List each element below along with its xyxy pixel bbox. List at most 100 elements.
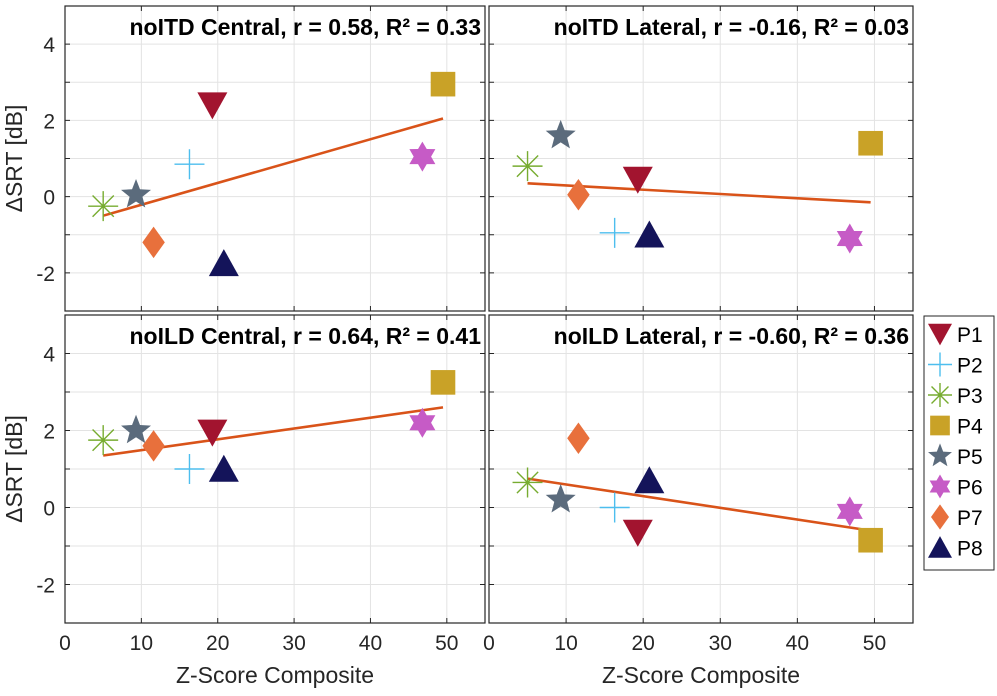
data-point-p5 — [545, 119, 576, 149]
data-point-p6 — [836, 496, 863, 527]
y-tick-label: 2 — [43, 110, 55, 133]
x-tick-label: 10 — [130, 632, 153, 655]
x-tick-label: 0 — [483, 632, 495, 655]
legend: P1 P2 P3 P4 P5 P6 P7 P8 — [923, 315, 995, 571]
data-point-p5 — [545, 484, 576, 513]
p8-marker-icon — [928, 536, 952, 558]
data-point-p8 — [208, 454, 239, 482]
p7-marker-icon — [931, 504, 949, 530]
panel-noild-lateral: noILD Lateral, r = -0.60, R² = 0.36 0 10 20… — [483, 314, 914, 688]
data-point-p8 — [634, 220, 665, 248]
data-point-p2 — [599, 217, 630, 248]
legend-entry-p1: P1 — [928, 323, 983, 347]
y-tick-label: 2 — [43, 421, 55, 444]
data-point-p3 — [512, 467, 543, 498]
tick-marks — [488, 315, 913, 623]
legend-entry-p7: P7 — [931, 504, 983, 530]
data-point-p1 — [622, 519, 653, 547]
axes-box — [64, 314, 486, 624]
legend-label: P5 — [957, 446, 983, 469]
data-point-p4 — [430, 370, 456, 395]
legend-label: P6 — [957, 477, 983, 500]
data-point-p7 — [142, 430, 165, 462]
data-point-p7 — [142, 226, 165, 259]
legend-label: P4 — [957, 416, 983, 439]
data-point-p1 — [197, 92, 228, 120]
x-tick-label: 40 — [786, 632, 809, 655]
legend-label: P7 — [957, 507, 983, 530]
x-tick-label: 0 — [59, 632, 71, 655]
regression-line — [527, 477, 871, 532]
data-point-p8 — [634, 466, 665, 494]
x-tick-label: 30 — [282, 632, 305, 655]
data-point-p4 — [858, 527, 883, 553]
data-point-p5 — [121, 414, 151, 444]
data-point-p6 — [409, 407, 436, 438]
x-axis-label: Z-Score Composite — [176, 662, 374, 688]
legend-box — [923, 315, 995, 571]
x-tick-label: 10 — [554, 632, 577, 655]
panel-noitd-central: noITD Central, r = 0.58, R² = 0.33 -2 0 2 4 Δ… — [1, 5, 486, 312]
panels-group: noITD Central, r = 0.58, R² = 0.33 -2 0 2 4 Δ… — [1, 5, 914, 688]
panel-noild-central: noILD Central, r = 0.64, R² = 0.41 -2 0 2 4 Δ… — [1, 314, 486, 688]
legend-entry-p3: P3 — [928, 383, 983, 408]
p5-marker-icon — [928, 443, 952, 467]
legend-entry-p8: P8 — [928, 536, 983, 561]
data-point-p8 — [208, 249, 239, 277]
data-point-p3 — [88, 191, 119, 222]
regression-line — [527, 181, 871, 204]
y-tick-label: 0 — [43, 498, 55, 521]
legend-label: P8 — [957, 538, 983, 561]
data-point-p4 — [430, 71, 456, 97]
data-point-p6 — [409, 141, 436, 172]
panel-title: noITD Lateral, r = -0.16, R² = 0.03 — [554, 14, 909, 40]
data-point-p6 — [836, 223, 863, 254]
data-point-p1 — [622, 166, 653, 194]
y-axis-label: ΔSRT [dB] — [1, 415, 27, 523]
y-tick-label: 4 — [43, 344, 55, 367]
legend-label: P3 — [957, 385, 983, 408]
regression-line — [102, 117, 444, 217]
data-point-p7 — [567, 422, 590, 454]
data-point-p3 — [88, 425, 119, 456]
axes-box — [64, 5, 486, 312]
legend-label: P1 — [957, 324, 983, 347]
legend-entry-p4: P4 — [930, 416, 983, 439]
data-point-p1 — [197, 419, 228, 447]
p1-marker-icon — [928, 323, 952, 346]
x-tick-label: 20 — [632, 632, 655, 655]
x-tick-label: 20 — [206, 632, 229, 655]
x-tick-label: 50 — [435, 632, 458, 655]
panel-title: noILD Central, r = 0.64, R² = 0.41 — [129, 323, 481, 349]
tick-marks — [64, 315, 485, 623]
data-point-p3 — [512, 151, 543, 182]
data-point-p2 — [599, 492, 630, 523]
y-tick-label: -2 — [36, 263, 55, 286]
x-tick-label: 30 — [709, 632, 732, 655]
axes-box — [488, 314, 914, 624]
legend-entry-p6: P6 — [929, 474, 983, 500]
data-point-p2 — [174, 454, 205, 484]
data-point-p5 — [121, 178, 151, 208]
x-axis-label: Z-Score Composite — [602, 662, 800, 688]
axes-box — [488, 5, 914, 312]
data-point-p2 — [174, 149, 205, 180]
x-tick-label: 40 — [359, 632, 382, 655]
y-tick-label: 4 — [43, 34, 55, 57]
y-axis-label: ΔSRT [dB] — [1, 105, 27, 213]
p3-marker-icon — [928, 383, 952, 407]
p4-marker-icon — [930, 415, 950, 436]
grid-lines — [488, 315, 913, 623]
p2-marker-icon — [928, 352, 952, 377]
panel-title: noILD Lateral, r = -0.60, R² = 0.36 — [554, 323, 909, 349]
p6-marker-icon — [929, 474, 951, 499]
data-point-p4 — [858, 130, 883, 156]
legend-label: P2 — [957, 355, 983, 378]
data-point-p7 — [567, 178, 590, 211]
legend-entry-p5: P5 — [928, 443, 983, 469]
panel-noitd-lateral: noITD Lateral, r = -0.16, R² = 0.03 — [488, 5, 914, 312]
x-tick-label: 50 — [863, 632, 886, 655]
y-tick-label: -2 — [36, 575, 55, 598]
y-tick-label: 0 — [43, 187, 55, 210]
